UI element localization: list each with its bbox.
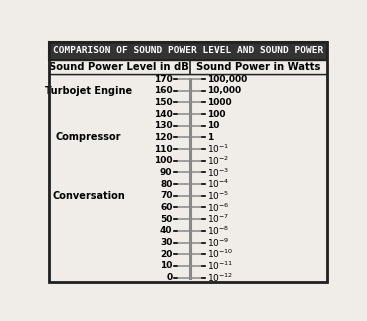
Text: 120: 120: [154, 133, 172, 142]
Text: $10^{-1}$: $10^{-1}$: [207, 143, 229, 155]
Bar: [49, 59, 327, 74]
Text: 90: 90: [160, 168, 172, 177]
Text: 130: 130: [154, 121, 172, 130]
Text: $10^{-11}$: $10^{-11}$: [207, 260, 233, 272]
Text: 100: 100: [154, 156, 172, 165]
Text: COMPARISON OF SOUND POWER LEVEL AND SOUND POWER: COMPARISON OF SOUND POWER LEVEL AND SOUN…: [53, 46, 323, 56]
Text: 140: 140: [154, 109, 172, 118]
Text: Conversation: Conversation: [52, 191, 125, 201]
Text: 100,000: 100,000: [207, 74, 247, 83]
Text: $10^{-12}$: $10^{-12}$: [207, 271, 233, 284]
Text: 40: 40: [160, 226, 172, 235]
Text: $10^{-3}$: $10^{-3}$: [207, 166, 229, 179]
Bar: [49, 42, 327, 59]
Text: 0: 0: [166, 273, 172, 282]
Text: 20: 20: [160, 250, 172, 259]
Text: $10^{-7}$: $10^{-7}$: [207, 213, 229, 225]
Text: 110: 110: [154, 144, 172, 154]
Text: 1000: 1000: [207, 98, 231, 107]
Text: $10^{-9}$: $10^{-9}$: [207, 236, 229, 249]
Text: 100: 100: [207, 109, 225, 118]
Text: $10^{-10}$: $10^{-10}$: [207, 248, 233, 260]
Text: 80: 80: [160, 180, 172, 189]
Text: 70: 70: [160, 191, 172, 200]
Text: 170: 170: [154, 74, 172, 83]
Text: Compressor: Compressor: [56, 133, 121, 143]
Text: $10^{-8}$: $10^{-8}$: [207, 225, 229, 237]
Text: 150: 150: [154, 98, 172, 107]
Text: $10^{-4}$: $10^{-4}$: [207, 178, 229, 190]
Text: $10^{-2}$: $10^{-2}$: [207, 155, 229, 167]
Text: 30: 30: [160, 238, 172, 247]
Text: Sound Power Level in dB: Sound Power Level in dB: [49, 62, 189, 72]
Text: $10^{-5}$: $10^{-5}$: [207, 190, 229, 202]
Text: 60: 60: [160, 203, 172, 212]
Text: 1: 1: [207, 133, 213, 142]
Bar: [49, 74, 327, 282]
Text: 10: 10: [207, 121, 219, 130]
Text: Sound Power in Watts: Sound Power in Watts: [196, 62, 321, 72]
Text: Turbojet Engine: Turbojet Engine: [45, 86, 132, 96]
Text: 160: 160: [154, 86, 172, 95]
Text: 10,000: 10,000: [207, 86, 241, 95]
Text: 10: 10: [160, 261, 172, 270]
Text: 50: 50: [160, 215, 172, 224]
Text: $10^{-6}$: $10^{-6}$: [207, 201, 229, 214]
